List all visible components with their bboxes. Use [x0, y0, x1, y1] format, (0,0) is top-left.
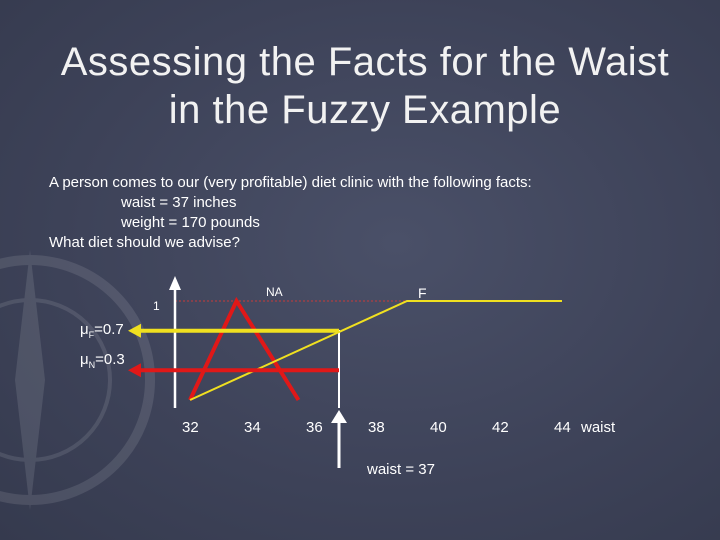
intro-text: A person comes to our (very profitable) …: [49, 174, 532, 191]
f-membership-line: [189, 300, 562, 401]
n-level-arrowhead: [128, 363, 141, 378]
mu-n-subscript: N: [88, 360, 96, 370]
f-set-label: F: [418, 285, 427, 301]
fact-waist: waist = 37 inches: [121, 194, 237, 211]
input-value-label: waist = 37: [367, 461, 435, 478]
mu-n-label: μN=0.3: [80, 351, 125, 370]
mu-f-subscript: F: [88, 330, 95, 340]
na-set-label: NA: [266, 285, 283, 299]
title-line-2: in the Fuzzy Example: [168, 88, 562, 132]
mu-f-symbol: μ: [80, 321, 89, 338]
y-axis-arrowhead: [169, 276, 181, 290]
compass-watermark: [0, 250, 155, 510]
mu-f-label: μF=0.7: [80, 321, 124, 340]
x-axis-label: waist: [581, 419, 616, 436]
x-tick-44: 44: [554, 419, 571, 436]
na-membership-line: [188, 296, 301, 402]
x-tick-42: 42: [492, 419, 509, 436]
mu-f-value: =0.7: [94, 321, 124, 338]
x-tick-36: 36: [306, 419, 323, 436]
x-tick-34: 34: [244, 419, 261, 436]
problem-statement: A person comes to our (very profitable) …: [49, 173, 532, 253]
x-tick-32: 32: [182, 419, 199, 436]
x-tick-38: 38: [368, 419, 385, 436]
f-level-arrowhead: [128, 323, 141, 338]
y-tick-one: 1: [153, 299, 160, 313]
mu-n-symbol: μ: [80, 351, 89, 368]
title-line-1: Assessing the Facts for the Waist: [60, 40, 670, 84]
slide-title: Assessing the Facts for the Waist in the…: [0, 38, 720, 134]
fact-weight: weight = 170 pounds: [121, 214, 260, 231]
mu-n-value: =0.3: [95, 351, 125, 368]
question-text: What diet should we advise?: [49, 234, 240, 251]
input-arrow-head: [331, 410, 347, 423]
x-tick-40: 40: [430, 419, 447, 436]
